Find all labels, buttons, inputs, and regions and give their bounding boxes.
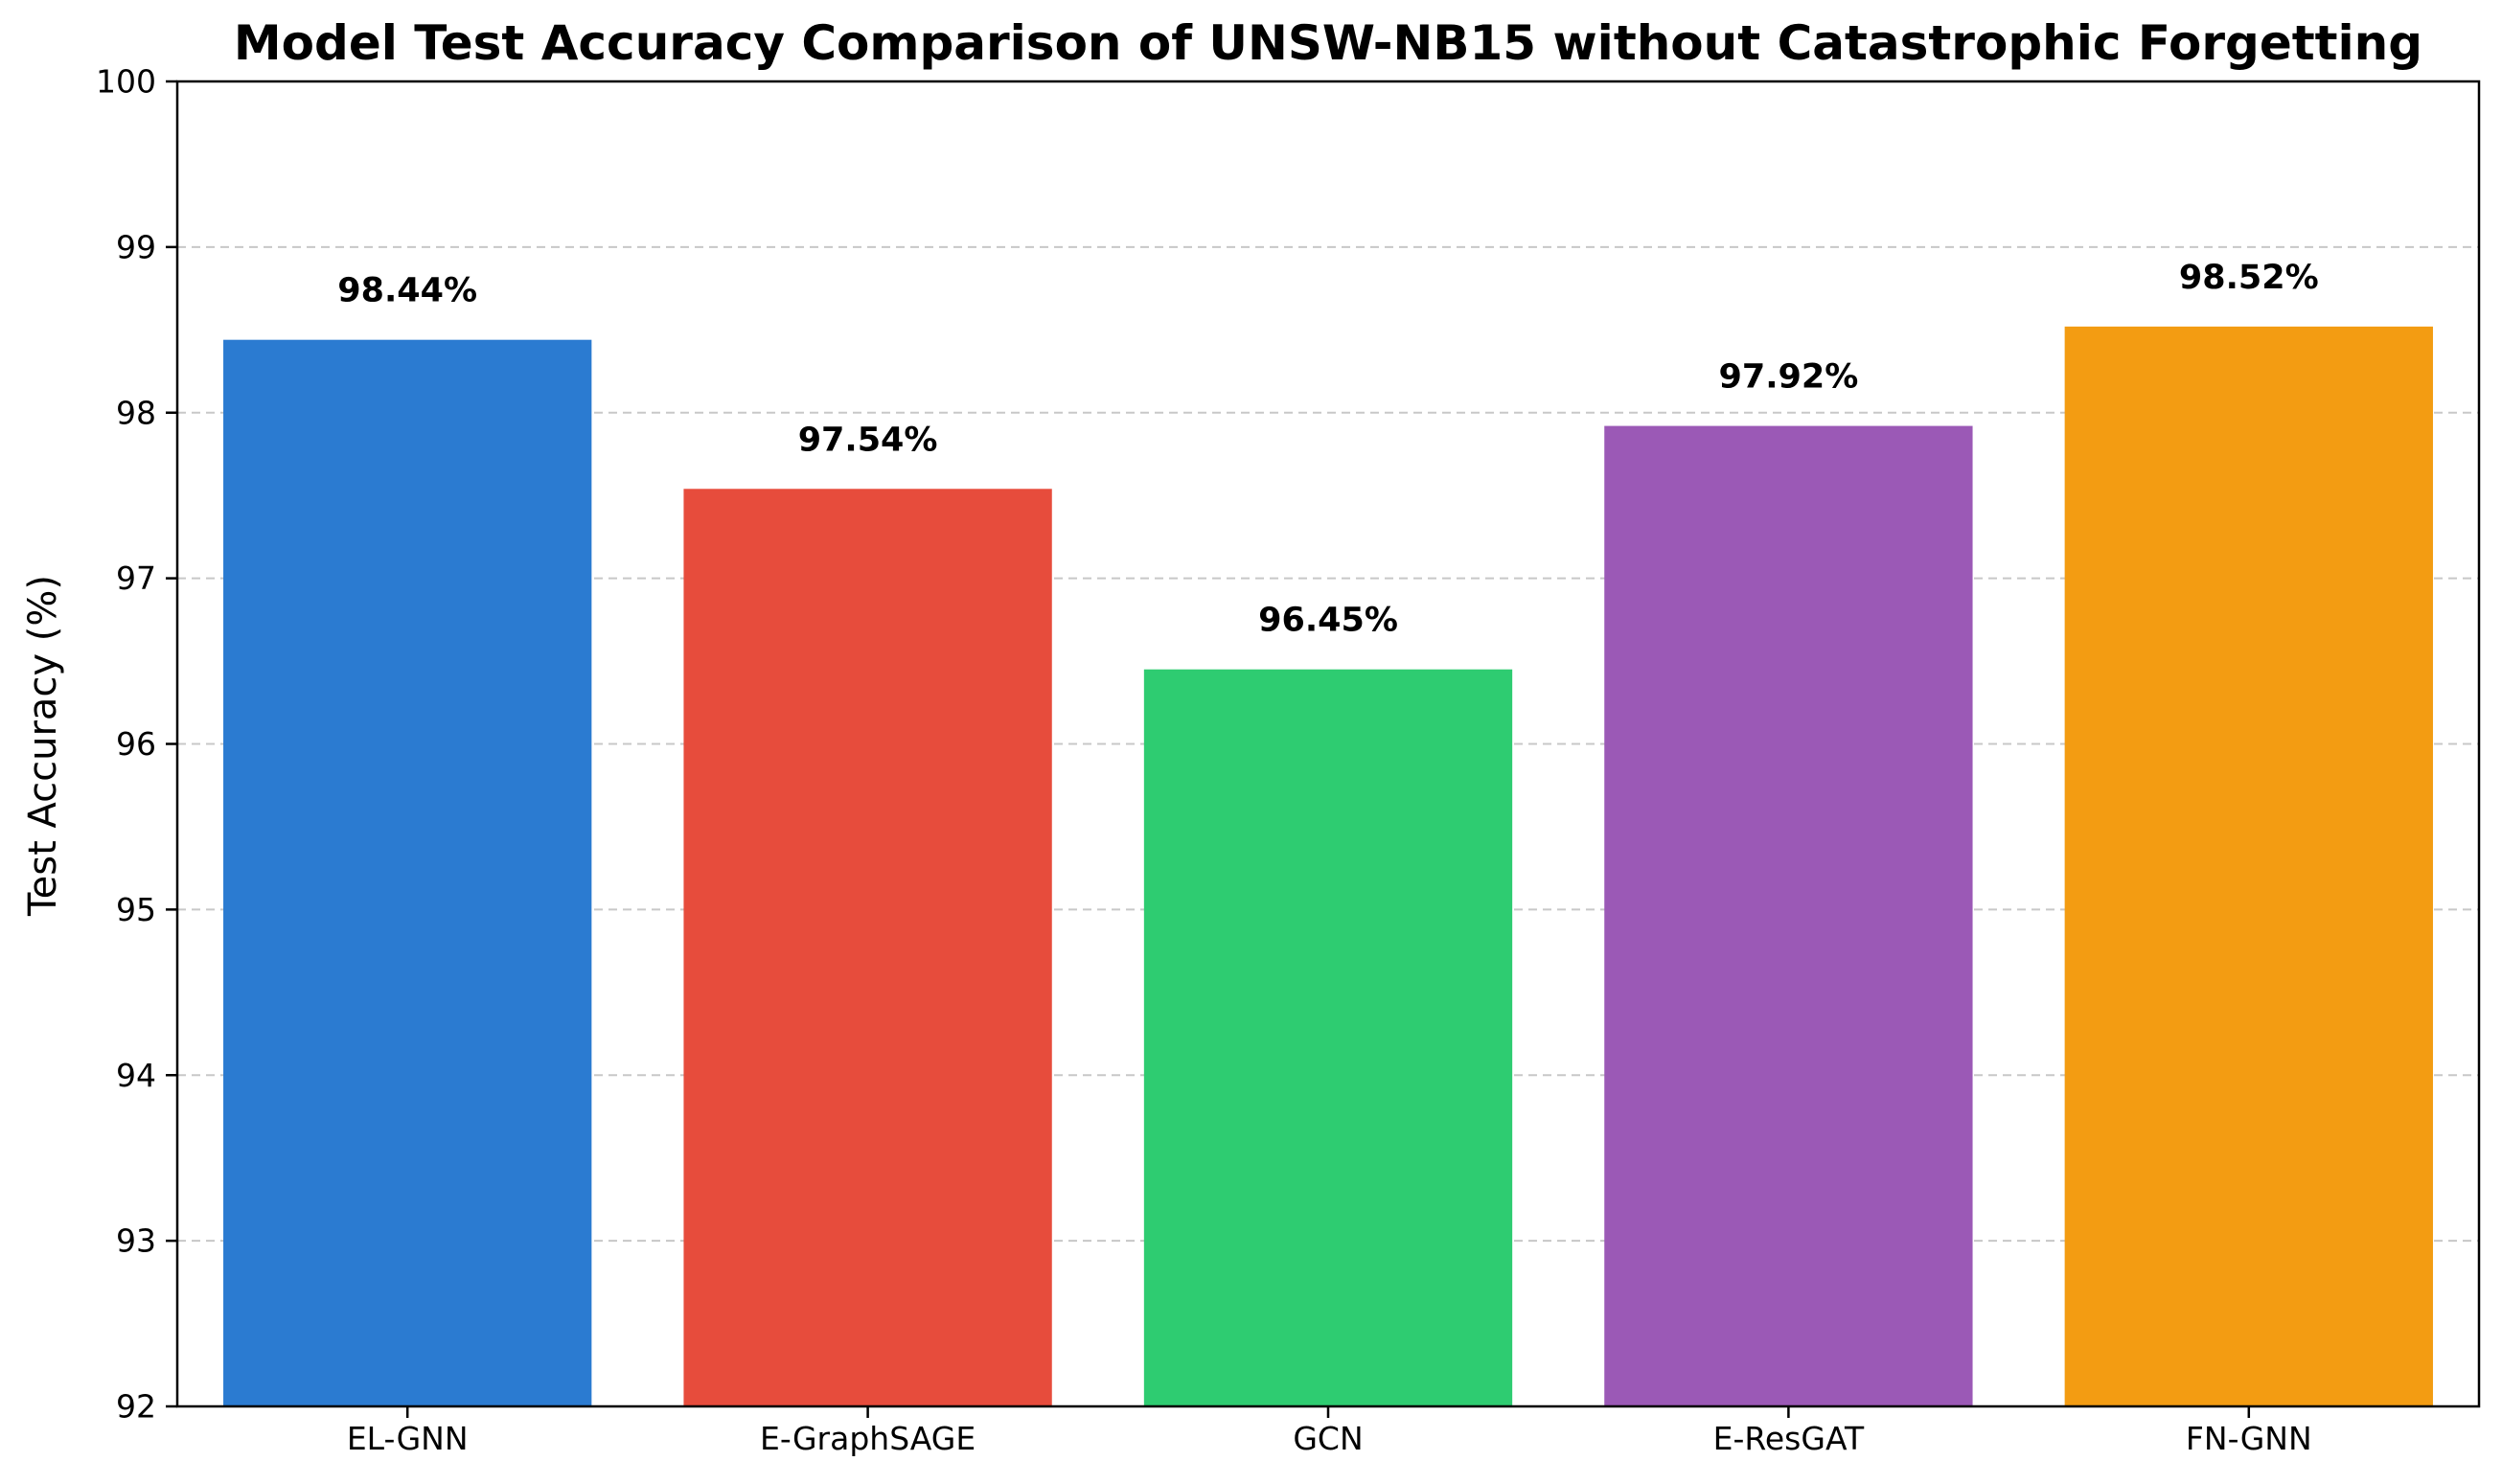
y-tick-label: 93 [116,1222,156,1260]
y-tick-label: 95 [116,891,156,928]
plot-frame [175,80,2481,1408]
chart-title: Model Test Accuracy Comparison of UNSW-N… [234,15,2422,71]
y-tick-label: 97 [116,559,156,597]
y-tick-label: 98 [116,394,156,431]
x-tick-label: E-ResGAT [1713,1420,1865,1457]
value-labels: 98.44% 97.54% 96.45% 97.92% 98.52% [337,259,2318,640]
value-label: 97.92% [1719,358,1859,397]
x-tick-label: EL-GNN [347,1420,469,1457]
value-label: 96.45% [1258,602,1398,640]
value-label: 97.54% [798,421,938,459]
bar-gcn [1143,669,1513,1406]
y-tick-label: 94 [116,1057,156,1094]
y-axis-ticks: 92 93 94 95 96 97 98 99 100 [96,63,177,1426]
value-label: 98.44% [337,272,477,310]
value-label: 98.52% [2179,259,2319,297]
bars [223,326,2433,1407]
bar-el-gnn [223,339,592,1406]
y-tick-label: 92 [116,1388,156,1426]
y-tick-label: 100 [96,63,156,101]
bar-fn-gnn [2064,326,2433,1407]
bar-e-graphsage [683,489,1052,1407]
y-tick-label: 99 [116,228,156,265]
x-tick-label: E-GraphSAGE [760,1420,976,1457]
y-tick-label: 96 [116,725,156,763]
bar-e-resgat [1604,425,1973,1407]
x-axis-ticks: EL-GNN E-GraphSAGE GCN E-ResGAT FN-GNN [347,1406,2312,1457]
x-tick-label: FN-GNN [2186,1420,2312,1457]
y-axis-label: Test Accuracy (%) [21,575,65,917]
x-tick-label: GCN [1293,1420,1363,1457]
